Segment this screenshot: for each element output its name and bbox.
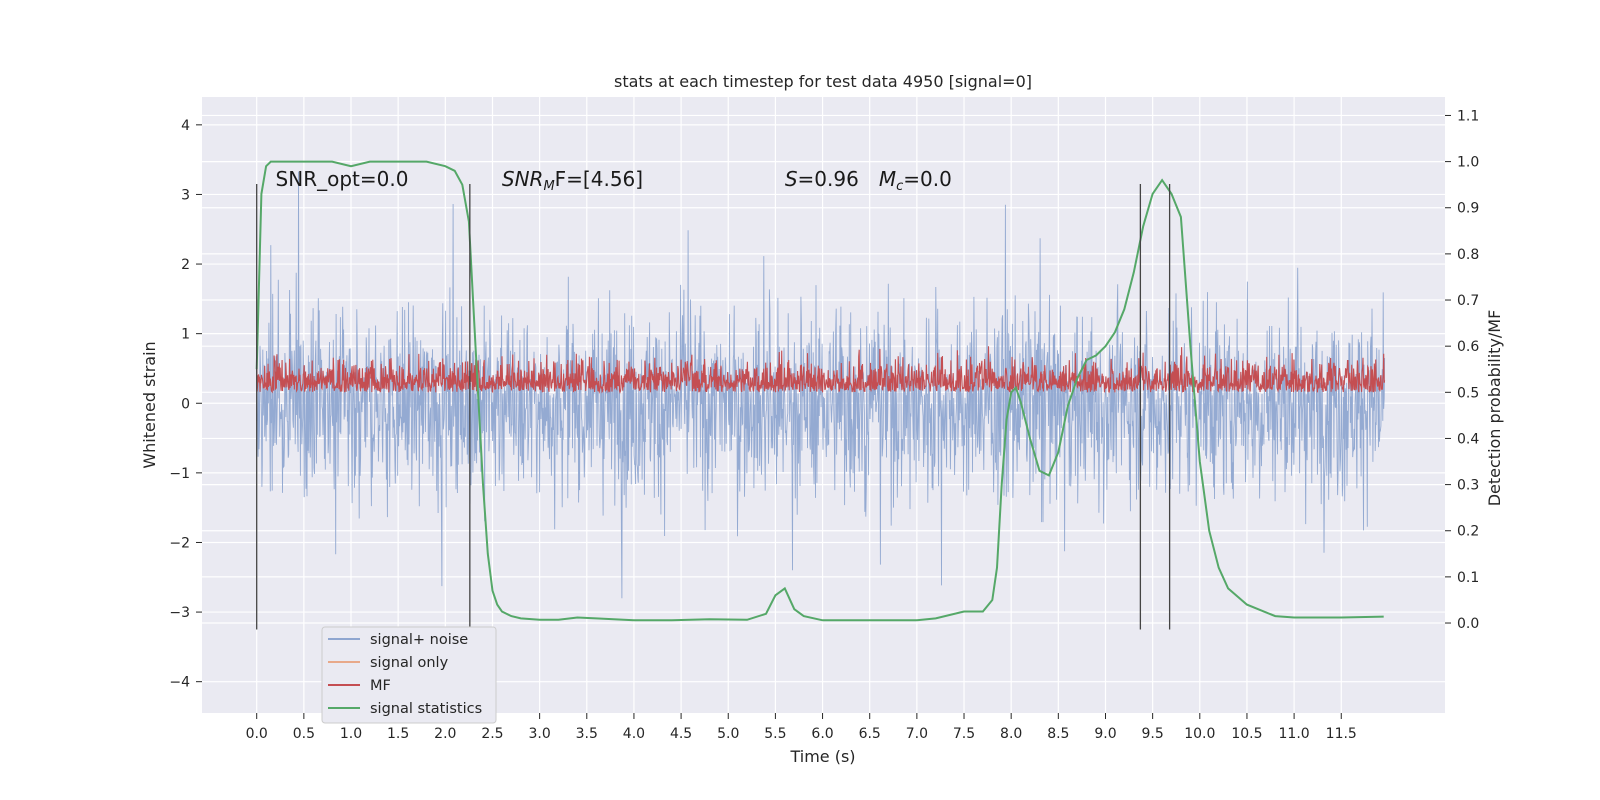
x-tick-label: 3.5 [576, 726, 598, 742]
y-tick-label: −3 [169, 605, 190, 621]
y-ticks: 4 3 2 1 0 −1 −2 −3 −4 [169, 118, 202, 691]
y-tick-label: 4 [181, 118, 190, 134]
x-tick-label: 1.0 [340, 726, 362, 742]
legend-label: signal only [370, 655, 449, 671]
y2-tick-label: 0.1 [1457, 570, 1479, 586]
annotation-s-symbol: S [785, 167, 798, 191]
x-tick-label: 0.5 [293, 726, 315, 742]
x-tick-label: 5.0 [717, 726, 739, 742]
y2-tick-label: 0.3 [1457, 478, 1479, 494]
y-tick-label: 0 [181, 396, 190, 412]
x-tick-label: 4.5 [670, 726, 692, 742]
y-tick-label: −1 [169, 466, 190, 482]
x-tick-label: 10.5 [1231, 726, 1262, 742]
series-signal-statistics-line [255, 160, 1384, 622]
x-tick-label: 8.5 [1047, 726, 1069, 742]
y2-tick-label: 0.0 [1457, 616, 1479, 632]
x-tick-label: 9.5 [1142, 726, 1164, 742]
annotation-mc-subscript: c [896, 179, 903, 194]
legend-label: signal statistics [370, 701, 482, 717]
series-mf-line [256, 346, 1386, 395]
x-axis-label: Time (s) [789, 747, 855, 766]
y2-tick-label: 0.6 [1457, 339, 1479, 355]
y2-tick-label: 1.1 [1457, 108, 1479, 124]
x-tick-label: 2.0 [434, 726, 456, 742]
annotation-snr-mf-symbol: SNR [502, 167, 544, 191]
stat-layer [255, 160, 1384, 622]
legend-item: signal statistics [328, 701, 482, 717]
x-tick-label: 7.0 [906, 726, 928, 742]
y-tick-label: −4 [169, 675, 190, 691]
x-tick-label: 11.0 [1279, 726, 1310, 742]
legend: signal+ noise signal only MF signal stat… [321, 626, 497, 724]
x-tick-label: 1.5 [387, 726, 409, 742]
annotation-snr-mf-value: F=[4.56] [555, 167, 643, 191]
x-tick-label: 11.5 [1326, 726, 1357, 742]
legend-label: MF [370, 678, 391, 694]
x-tick-label: 0.0 [246, 726, 268, 742]
y2-tick-label: 0.9 [1457, 201, 1479, 217]
y2-tick-label: 0.4 [1457, 431, 1479, 447]
legend-item: signal+ noise [328, 632, 468, 648]
x-tick-label: 7.5 [953, 726, 975, 742]
y2-tick-label: 0.8 [1457, 247, 1479, 263]
x-tick-label: 5.5 [764, 726, 786, 742]
annotation-layer: SNR_opt=0.0 SNRMF=[4.56] S=0.96 Mc=0.0 [276, 167, 952, 194]
annotation-mc-value: =0.0 [903, 167, 952, 191]
y2-tick-label: 0.7 [1457, 293, 1479, 309]
legend-item: signal only [328, 655, 449, 671]
annotation-snr-mf-subscript: M [543, 179, 554, 194]
chart-title: stats at each timestep for test data 495… [614, 72, 1032, 91]
x-tick-label: 8.0 [1000, 726, 1022, 742]
y2-tick-label: 0.2 [1457, 524, 1479, 540]
annotation-s-value: =0.96 [798, 167, 879, 191]
annotation-s-mc: S=0.96 Mc=0.0 [785, 167, 952, 194]
x-tick-label: 10.0 [1184, 726, 1215, 742]
legend-item: MF [328, 678, 391, 694]
vline-layer [256, 184, 1171, 630]
y-tick-label: 3 [181, 187, 190, 203]
y2-axis-label: Detection probability/MF [1485, 310, 1504, 507]
annotation-snr-mf: SNRMF=[4.56] [502, 167, 643, 194]
x-ticks: 0.0 0.5 1.0 1.5 2.0 2.5 3.0 3.5 4.0 4.5 5.0 5.5 6.0 6… [246, 713, 1357, 742]
y2-ticks: 1.1 1.0 0.9 0.8 0.7 0.6 0.5 0.4 0.3 0.2 0.1 0.0 [1445, 108, 1479, 632]
y-tick-label: 2 [181, 257, 190, 273]
y-tick-label: 1 [181, 327, 190, 343]
legend-label: signal+ noise [370, 632, 468, 648]
x-tick-label: 4.0 [623, 726, 645, 742]
mf-layer [256, 346, 1386, 395]
x-tick-label: 3.0 [528, 726, 550, 742]
y2-tick-label: 1.0 [1457, 155, 1479, 171]
x-tick-label: 9.0 [1094, 726, 1116, 742]
legend-box [321, 626, 497, 724]
x-tick-label: 6.0 [811, 726, 833, 742]
y-tick-label: −2 [169, 535, 190, 551]
annotation-mc-symbol: M [879, 167, 896, 191]
annotation-snr-opt: SNR_opt=0.0 [276, 167, 409, 191]
y-axis-label: Whitened strain [140, 341, 159, 468]
x-tick-label: 6.5 [859, 726, 881, 742]
y2-tick-label: 0.5 [1457, 385, 1479, 401]
x-tick-label: 2.5 [481, 726, 503, 742]
